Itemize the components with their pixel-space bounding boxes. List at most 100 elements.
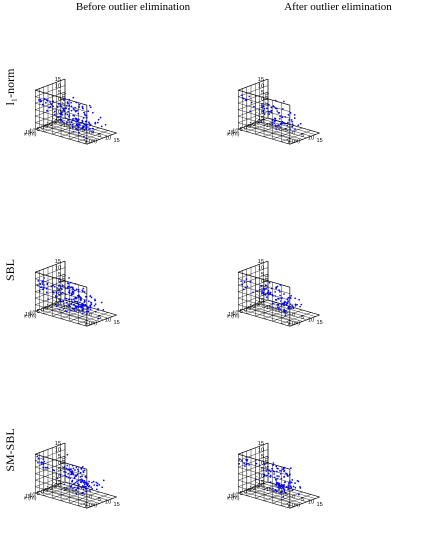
data-point: [82, 471, 85, 474]
data-point: [73, 477, 76, 480]
data-point: [64, 297, 67, 300]
data-point: [273, 470, 275, 473]
tick-label: -5: [246, 124, 251, 130]
axis-line: [35, 453, 87, 470]
data-point: [76, 124, 79, 127]
data-point: [57, 102, 60, 105]
data-point: [263, 107, 266, 110]
data-point: [41, 103, 44, 106]
data-point: [287, 121, 289, 124]
data-point: [285, 303, 287, 306]
data-point: [283, 469, 286, 472]
tick-label: -20: [256, 301, 264, 307]
data-point: [53, 469, 56, 472]
tick-label: 15: [113, 502, 119, 508]
data-point: [68, 104, 70, 107]
tick-label: -15: [53, 298, 61, 304]
data-point: [73, 482, 75, 485]
tick-label: 5: [240, 309, 243, 315]
gridline: [43, 120, 74, 132]
tick-label: -15: [264, 123, 272, 129]
data-point: [292, 485, 295, 488]
data-point: [244, 465, 246, 467]
data-point: [74, 300, 77, 303]
tick-label: 15: [316, 138, 322, 144]
data-point: [62, 300, 64, 302]
data-point: [268, 293, 270, 296]
tick-label: 5: [301, 133, 304, 139]
axis-line: [86, 132, 117, 145]
data-point: [56, 477, 59, 480]
data-point: [83, 469, 86, 472]
data-point: [82, 126, 85, 128]
tick-label: 10: [29, 129, 35, 135]
tick-label: 15: [316, 320, 322, 326]
data-point: [294, 486, 297, 489]
data-point: [69, 127, 71, 130]
data-point: [83, 111, 85, 114]
gridline: [281, 494, 312, 506]
data-point: [48, 106, 51, 109]
tick-label: -10: [44, 304, 52, 310]
data-point: [87, 308, 89, 310]
data-point: [280, 477, 283, 480]
data-point: [66, 310, 68, 313]
tick-label: 15: [113, 320, 119, 326]
data-point: [73, 298, 75, 301]
data-point: [263, 113, 266, 115]
data-point: [60, 115, 62, 118]
data-point: [50, 102, 52, 105]
tick-label: 0: [41, 125, 44, 131]
data-point: [275, 128, 278, 131]
gridline: [238, 455, 269, 468]
tick-label: -15: [252, 485, 260, 491]
data-point: [67, 108, 70, 110]
data-point: [272, 487, 274, 490]
data-point: [258, 288, 261, 291]
data-point: [278, 289, 280, 291]
tick-label: -5: [43, 488, 48, 494]
tick-label: -5: [259, 467, 264, 473]
tick-label: -10: [53, 474, 61, 480]
data-point: [274, 489, 277, 491]
tick-label: -10: [256, 292, 264, 298]
data-point: [287, 484, 290, 486]
data-point: [242, 97, 245, 100]
data-point: [57, 116, 59, 119]
data-point: [291, 489, 294, 491]
data-point: [64, 117, 67, 119]
tick-label: -15: [53, 480, 61, 486]
data-point: [63, 99, 65, 101]
data-point: [274, 295, 277, 297]
data-point: [76, 480, 78, 482]
tick-label: -15: [49, 303, 57, 309]
data-point: [290, 294, 293, 297]
data-point: [285, 472, 287, 475]
axis-line: [238, 260, 269, 273]
data-point: [279, 308, 281, 310]
data-point: [42, 463, 45, 466]
tick-label: -5: [80, 128, 85, 134]
tick-label: -15: [61, 487, 69, 493]
data-point: [63, 470, 65, 473]
tick-label: 0: [89, 313, 92, 319]
data-point: [96, 121, 99, 124]
data-point: [294, 482, 296, 484]
data-point: [282, 495, 285, 498]
data-point: [267, 290, 270, 292]
data-point: [288, 296, 291, 299]
data-point: [92, 131, 94, 134]
data-point: [102, 479, 105, 482]
gridline: [238, 449, 269, 461]
tick-label: 15: [25, 130, 31, 136]
data-point: [285, 485, 288, 488]
data-point: [269, 470, 272, 473]
data-point: [272, 306, 274, 309]
data-point: [57, 304, 59, 307]
tick-label: 10: [105, 318, 111, 324]
data-point: [280, 491, 283, 494]
data-point: [65, 287, 67, 290]
